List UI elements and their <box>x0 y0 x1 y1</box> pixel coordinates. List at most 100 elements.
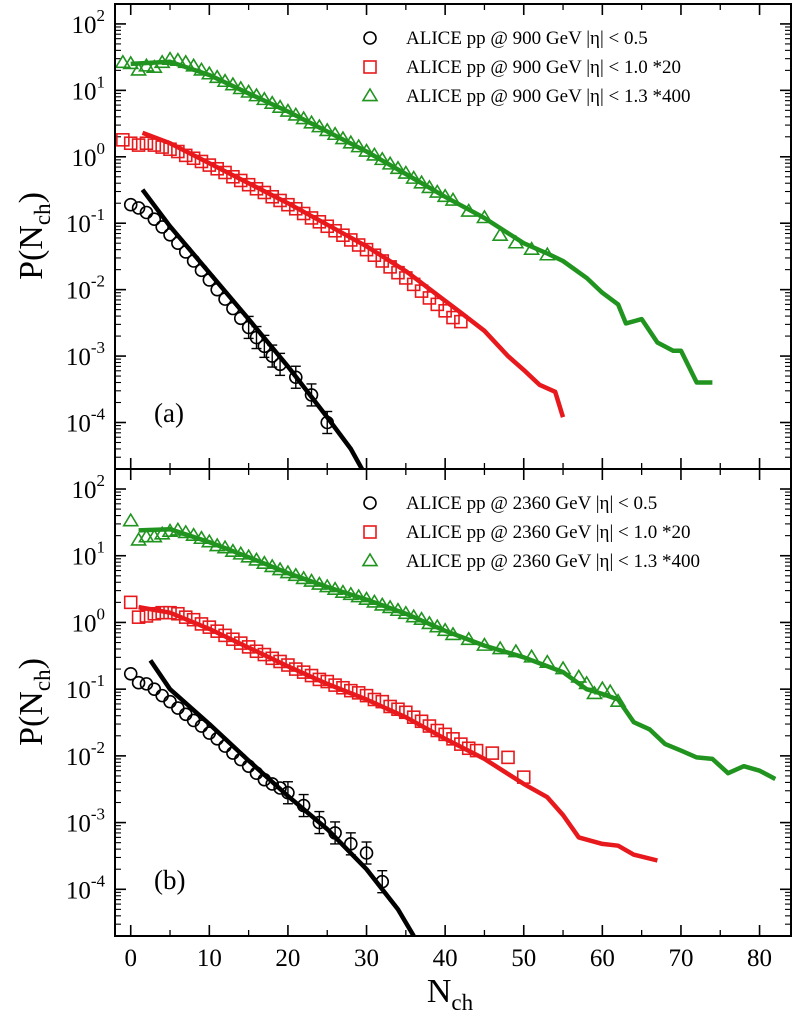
data-point <box>295 110 313 125</box>
data-point <box>444 626 462 641</box>
data-point <box>318 578 336 593</box>
data-point <box>224 76 242 91</box>
data-point <box>186 612 201 627</box>
data-point <box>336 228 350 243</box>
data-point <box>130 61 148 76</box>
legend-entry: ALICE pp @ 900 GeV |η| < 0.5 <box>406 28 648 49</box>
data-point <box>397 164 415 179</box>
y-tick-exponent: 0 <box>97 604 106 623</box>
data-point <box>342 586 360 601</box>
y-tick-exponent: -4 <box>91 405 106 424</box>
data-point <box>257 339 272 354</box>
data-point <box>218 628 232 643</box>
y-tick-base: 10 <box>66 211 91 238</box>
data-point <box>383 699 397 714</box>
data-point <box>185 57 203 72</box>
x-tick-label: 80 <box>747 945 772 972</box>
data-point <box>194 617 209 631</box>
y-tick-base: 10 <box>66 344 91 371</box>
data-point <box>194 154 209 169</box>
data-point <box>186 151 201 166</box>
data-point <box>218 292 232 306</box>
data-point <box>273 781 287 795</box>
data-point <box>265 189 280 204</box>
data-point <box>570 668 588 683</box>
data-point <box>161 51 179 65</box>
data-point <box>461 741 476 756</box>
data-point <box>169 52 187 67</box>
data-point <box>263 95 281 110</box>
data-point <box>351 238 366 252</box>
data-point <box>358 142 375 157</box>
data-point <box>131 610 146 624</box>
panel-b-markers <box>122 512 627 894</box>
data-point <box>241 640 256 654</box>
data-point <box>405 608 423 623</box>
data-point <box>273 193 287 208</box>
y-tick-base: 10 <box>66 744 91 771</box>
data-point <box>287 106 305 121</box>
data-point <box>344 683 358 698</box>
data-point <box>194 719 209 733</box>
data-point <box>232 545 250 560</box>
data-point <box>281 658 295 672</box>
data-point <box>454 737 468 751</box>
data-point <box>241 759 256 774</box>
data-point <box>381 155 399 170</box>
data-point <box>171 606 185 621</box>
data-point <box>265 777 280 791</box>
data-point <box>202 273 217 287</box>
legend-marker <box>363 525 377 539</box>
data-point <box>122 512 140 527</box>
y-tick-exponent: -2 <box>91 738 105 757</box>
data-point <box>444 191 462 206</box>
data-point <box>178 148 193 163</box>
data-point <box>320 415 335 430</box>
legend-marker <box>363 496 377 510</box>
data-point <box>139 205 154 220</box>
panel-a-y-axis-title: P(Nch) <box>13 192 55 280</box>
x-title-main: N <box>427 973 452 1010</box>
data-point <box>336 680 350 695</box>
data-point <box>248 551 265 566</box>
data-point <box>414 284 429 298</box>
y-tick-label: 102 <box>72 6 106 39</box>
data-point <box>326 581 344 596</box>
data-point <box>226 301 240 316</box>
data-point <box>295 570 313 585</box>
data-point <box>145 59 163 73</box>
data-point <box>194 263 209 278</box>
panel-b-ticks: 0 10 20 30 40 50 60 70 8010210110010-110-210-310… <box>66 469 791 972</box>
data-point <box>210 282 224 297</box>
y-tick-label: 101 <box>72 538 106 571</box>
data-point <box>320 219 335 234</box>
x-tick-label: 10 <box>197 945 222 972</box>
data-point <box>163 227 177 242</box>
legend-entry: ALICE pp @ 900 GeV |η| < 1.0 *20 <box>406 57 681 78</box>
panel-a-label: (a) <box>154 398 184 428</box>
data-point <box>123 197 138 212</box>
data-point <box>538 246 556 261</box>
data-point <box>123 666 138 681</box>
y-tick-label: 10-1 <box>66 205 105 238</box>
data-point <box>271 99 289 113</box>
data-point <box>169 521 187 536</box>
data-point <box>248 87 265 102</box>
y-tick-exponent: -3 <box>91 338 105 357</box>
data-point <box>131 201 146 215</box>
data-point <box>454 314 468 329</box>
panel-a-y-title-main: P(N <box>13 225 50 280</box>
data-point <box>123 136 138 151</box>
fit-line <box>141 130 566 418</box>
data-point <box>375 694 390 709</box>
data-point <box>312 815 327 830</box>
data-point <box>373 151 391 166</box>
y-tick-exponent: -1 <box>91 205 105 224</box>
data-point <box>139 609 154 623</box>
data-point <box>249 330 264 345</box>
data-point <box>601 683 619 698</box>
x-tick-label: 60 <box>590 945 615 972</box>
data-point <box>226 632 240 647</box>
y-tick-exponent: 2 <box>97 471 106 490</box>
